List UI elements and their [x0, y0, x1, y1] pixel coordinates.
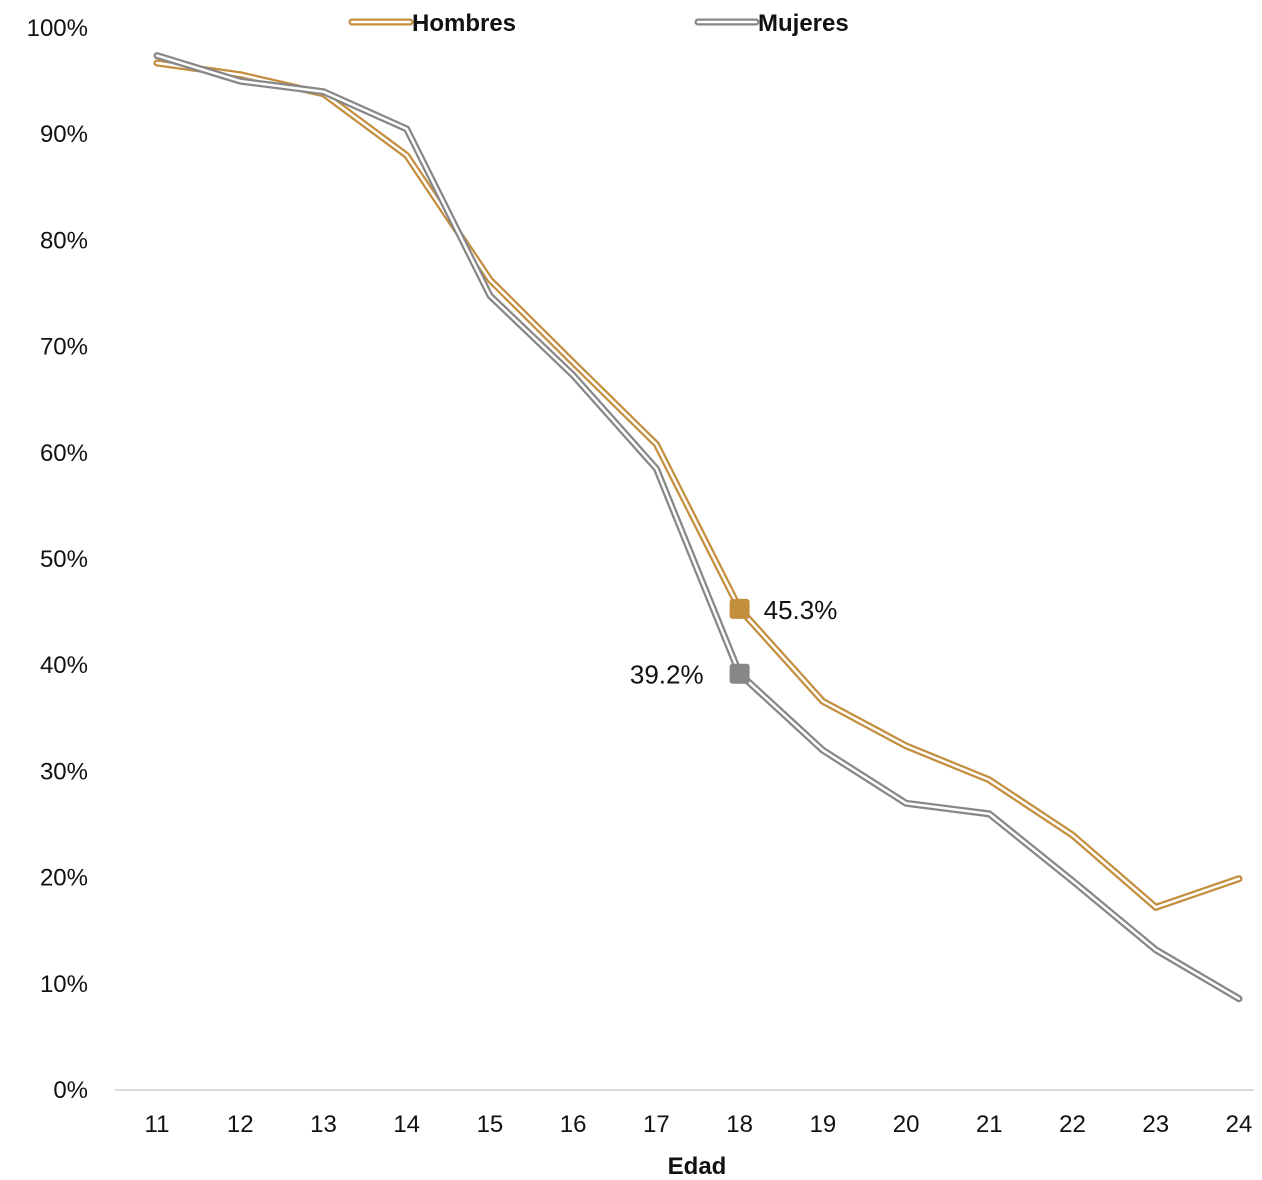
- series-hombres: [153, 59, 1243, 911]
- x-tick-label: 20: [893, 1111, 920, 1138]
- x-tick-label: 17: [643, 1111, 670, 1138]
- x-axis-ticks: 11 12 13 14 15 16 17 18 19 20 21 22 23 24: [145, 1111, 1253, 1138]
- legend-item-mujeres: Mujeres: [694, 10, 849, 37]
- x-tick-label: 18: [726, 1111, 753, 1138]
- y-tick-label: 0%: [53, 1077, 88, 1104]
- y-tick-label: 10%: [40, 971, 88, 998]
- y-tick-label: 20%: [40, 865, 88, 892]
- y-tick-label: 100%: [27, 15, 88, 42]
- y-tick-label: 50%: [40, 546, 88, 573]
- x-tick-label: 22: [1059, 1111, 1086, 1138]
- y-axis-ticks: 0% 10% 20% 30% 40% 50% 60% 70% 80% 90% 100%: [27, 15, 88, 1104]
- series-mujeres: [153, 52, 1243, 1003]
- legend-label: Hombres: [412, 10, 516, 37]
- x-tick-label: 14: [393, 1111, 420, 1138]
- data-label: 39.2%: [630, 660, 704, 690]
- x-tick-label: 12: [227, 1111, 254, 1138]
- data-label: 45.3%: [764, 595, 838, 625]
- x-tick-label: 19: [809, 1111, 836, 1138]
- x-tick-label: 24: [1226, 1111, 1253, 1138]
- legend-label: Mujeres: [758, 10, 849, 37]
- x-tick-label: 23: [1142, 1111, 1169, 1138]
- legend: Hombres Mujeres: [348, 10, 849, 37]
- legend-item-hombres: Hombres: [348, 10, 516, 37]
- data-point-marker: [729, 663, 750, 684]
- series-line-core: [155, 61, 1241, 909]
- series-line-core: [155, 54, 1241, 1000]
- x-tick-label: 16: [560, 1111, 587, 1138]
- y-tick-label: 80%: [40, 227, 88, 254]
- y-tick-label: 60%: [40, 440, 88, 467]
- data-point-marker: [729, 598, 750, 619]
- y-tick-label: 40%: [40, 652, 88, 679]
- y-tick-label: 70%: [40, 334, 88, 361]
- y-tick-label: 90%: [40, 121, 88, 148]
- data-labels: 45.3% 39.2%: [630, 595, 837, 690]
- y-tick-label: 30%: [40, 758, 88, 785]
- x-tick-label: 11: [145, 1111, 170, 1138]
- x-tick-label: 15: [477, 1111, 504, 1138]
- x-axis-title: Edad: [668, 1153, 727, 1180]
- series-layer: [153, 52, 1243, 1003]
- series-line-outline: [153, 59, 1243, 911]
- x-tick-label: 21: [976, 1111, 1003, 1138]
- x-tick-label: 13: [310, 1111, 337, 1138]
